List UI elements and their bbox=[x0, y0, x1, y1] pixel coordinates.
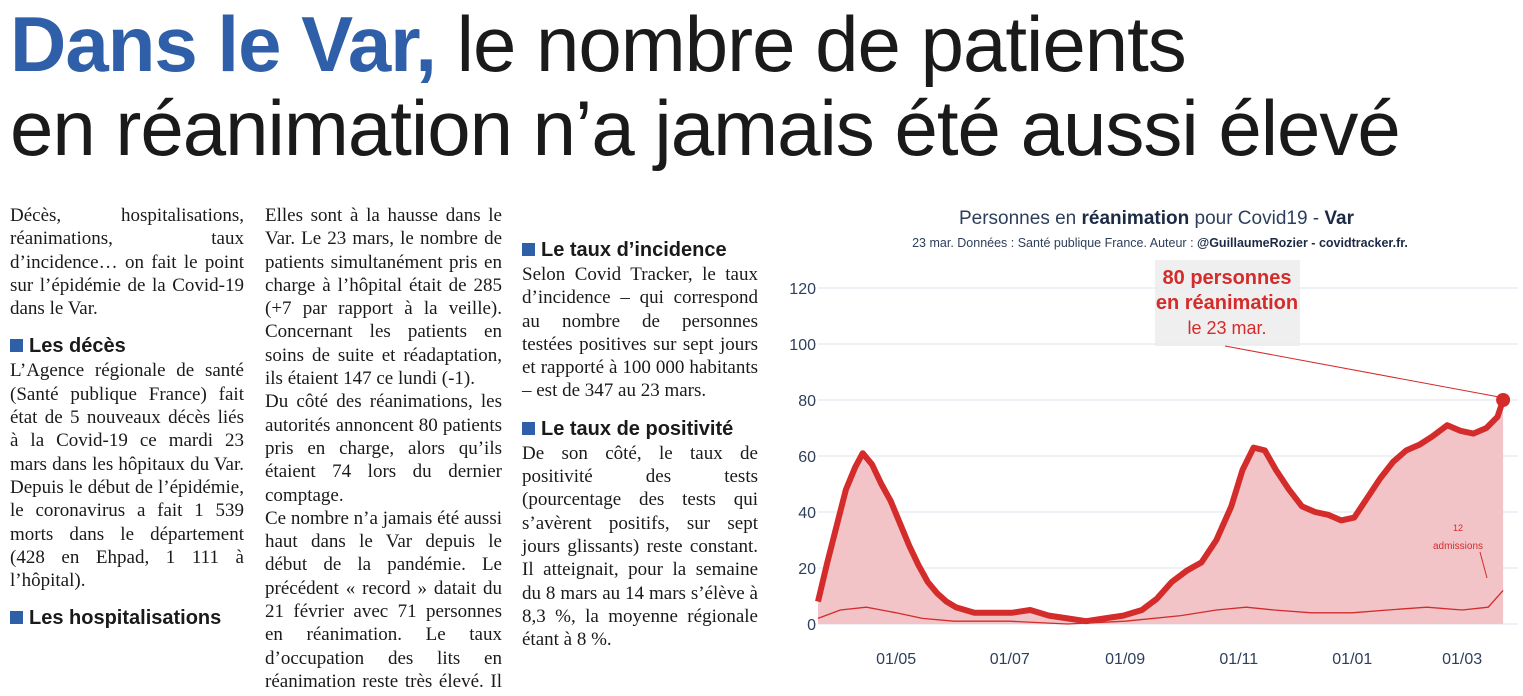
record-paragraph: Ce nombre n’a jamais été aussi haut dans… bbox=[265, 507, 502, 696]
chart-subtitle-author: @GuillaumeRozier - covidtracker.fr. bbox=[1197, 236, 1408, 250]
hospitalisations-heading-text: Les hospitalisations bbox=[29, 607, 222, 630]
annotation-line-1: 80 personnes bbox=[1163, 267, 1292, 289]
annotation-connector bbox=[1224, 345, 1500, 398]
headline-line-2: en réanimation n’a jamais été aussi élev… bbox=[10, 84, 1401, 172]
chart-subtitle: 23 mar. Données : Santé publique France.… bbox=[820, 236, 1500, 250]
incidence-paragraph: Selon Covid Tracker, le taux d’incidence… bbox=[522, 264, 758, 402]
incidence-heading: Le taux d’incidence bbox=[522, 238, 758, 262]
chart-subtitle-pre: 23 mar. Données : Santé publique France.… bbox=[912, 236, 1198, 250]
admissions-text: admissions bbox=[1433, 541, 1483, 552]
headline: Dans le Var, le nombre de patients en ré… bbox=[10, 2, 1520, 170]
admissions-connector bbox=[1479, 551, 1488, 579]
x-tick-label: 01/11 bbox=[1219, 651, 1258, 668]
annotation-line-3: le 23 mar. bbox=[1187, 318, 1266, 338]
bullet-square-icon bbox=[10, 611, 23, 625]
x-tick-label: 01/05 bbox=[876, 651, 916, 668]
deces-heading-text: Les décès bbox=[29, 335, 126, 358]
intro-paragraph: Décès, hospitalisations, réanimations, t… bbox=[10, 205, 244, 320]
annotation-point bbox=[1496, 393, 1511, 407]
chart-title-region: Var bbox=[1324, 208, 1354, 229]
positivite-heading: Le taux de positivité bbox=[522, 417, 758, 441]
x-tick-label: 01/07 bbox=[990, 651, 1030, 668]
chart-title: Personnes en réanimation pour Covid19 - … bbox=[790, 208, 1523, 230]
headline-rest: le nombre de patients bbox=[435, 0, 1187, 88]
headline-accent: Dans le Var, bbox=[10, 0, 437, 88]
annotation-box bbox=[1155, 260, 1300, 346]
deces-heading: Les décès bbox=[10, 334, 244, 358]
chart-plot: 0 20 40 60 80 100 120 01/05 01/07 01/09 01/11 01/01… bbox=[790, 260, 1518, 668]
deces-paragraph: L’Agence régionale de santé (Santé publi… bbox=[10, 360, 244, 592]
article-column-1: Décès, hospitalisations, réanimations, t… bbox=[10, 204, 244, 631]
incidence-heading-text: Le taux d’incidence bbox=[541, 239, 727, 261]
y-tick-label: 80 bbox=[798, 393, 816, 410]
article-column-2: Elles sont à la hausse dans le Var. Le 2… bbox=[265, 204, 502, 696]
reanimations-paragraph: Du côté des réanimations, les autorités … bbox=[265, 391, 502, 506]
article-column-3: Le taux d’incidence Selon Covid Tracker,… bbox=[522, 204, 758, 651]
positivite-paragraph: De son côté, le taux de positivité des t… bbox=[522, 442, 758, 651]
bullet-square-icon bbox=[522, 243, 535, 256]
bullet-square-icon bbox=[522, 421, 535, 435]
positivite-heading-text: Le taux de positivité bbox=[541, 417, 734, 440]
admissions-value: 12 bbox=[1453, 523, 1463, 533]
chart-title-pre: Personnes en bbox=[958, 208, 1082, 229]
hospitalisations-heading: Les hospitalisations bbox=[10, 606, 244, 630]
hospitalisations-paragraph: Elles sont à la hausse dans le Var. Le 2… bbox=[265, 205, 502, 390]
x-tick-label: 01/03 bbox=[1442, 651, 1482, 668]
x-tick-label: 01/09 bbox=[1105, 651, 1145, 668]
series-line bbox=[815, 399, 1506, 625]
y-tick-label: 40 bbox=[798, 505, 816, 522]
y-tick-label: 0 bbox=[807, 617, 816, 634]
chart-title-bold: réanimation bbox=[1081, 208, 1190, 229]
y-tick-label: 100 bbox=[790, 337, 816, 354]
reanimation-chart: Personnes en réanimation pour Covid19 - … bbox=[790, 200, 1523, 696]
y-tick-label: 20 bbox=[798, 561, 816, 578]
series-area bbox=[818, 400, 1504, 624]
admissions-line bbox=[817, 589, 1504, 625]
chart-title-mid: pour Covid19 - bbox=[1189, 208, 1325, 229]
y-tick-label: 120 bbox=[790, 281, 816, 298]
y-tick-label: 60 bbox=[798, 449, 816, 466]
bullet-square-icon bbox=[10, 339, 23, 353]
headline-line-1: Dans le Var, le nombre de patients bbox=[10, 2, 1520, 86]
annotation-line-2: en réanimation bbox=[1156, 292, 1298, 314]
x-tick-label: 01/01 bbox=[1332, 651, 1372, 668]
